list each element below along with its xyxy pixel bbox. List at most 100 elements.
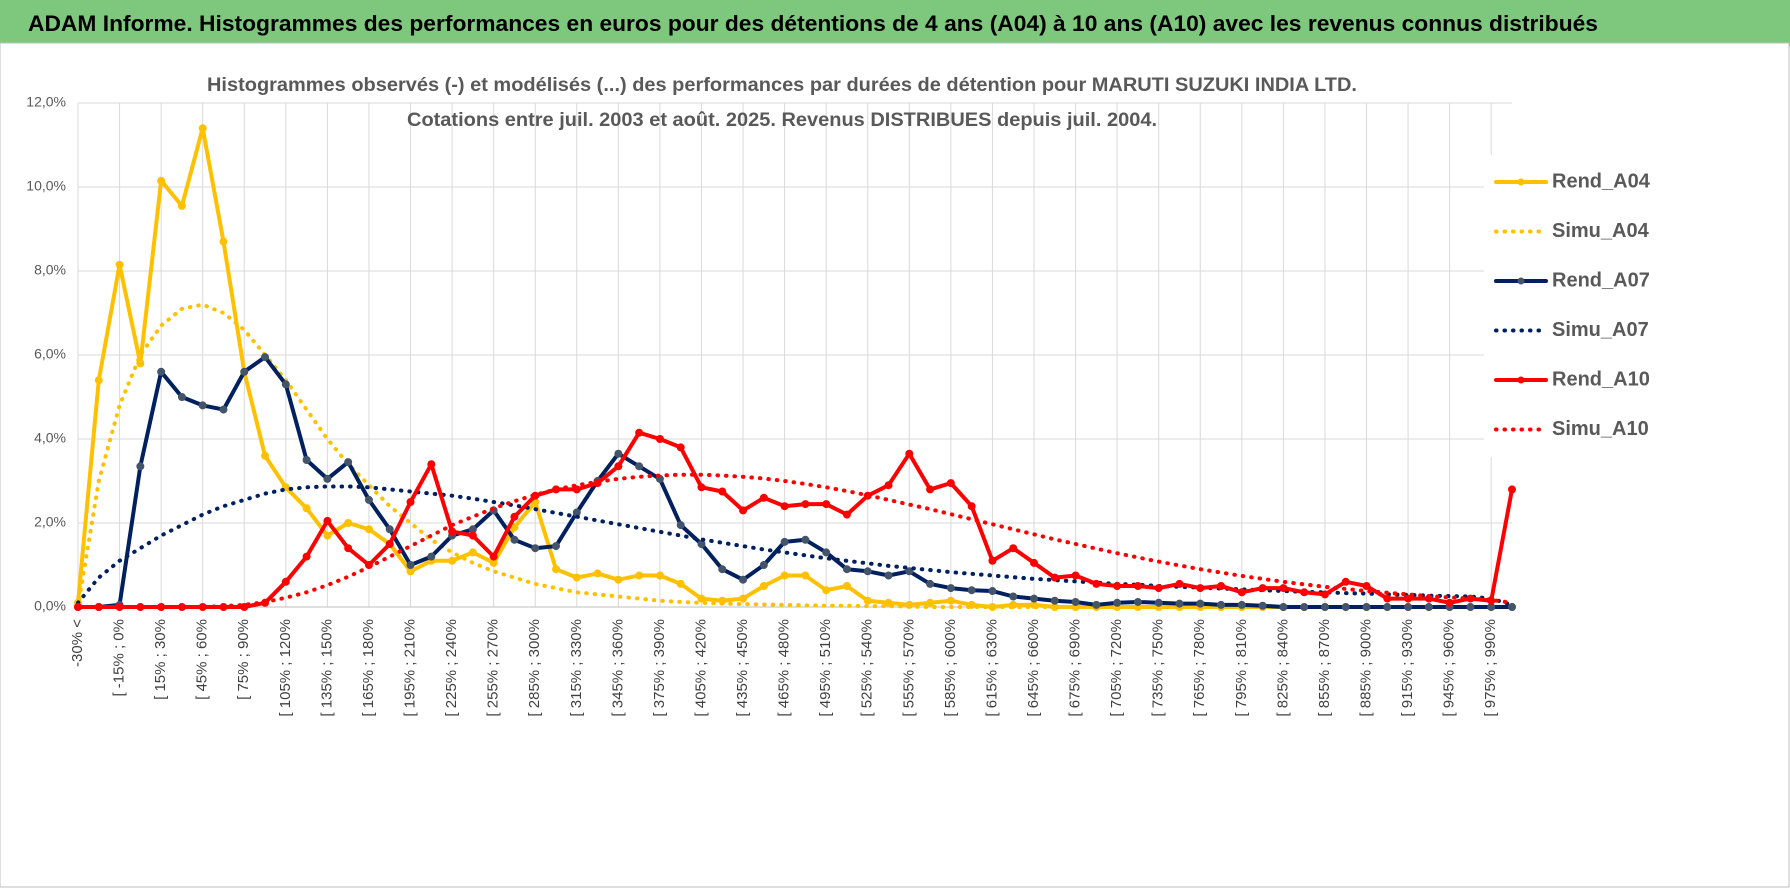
data-point: [676, 521, 685, 530]
data-point: [364, 495, 373, 504]
data-point: [1071, 571, 1080, 580]
data-point: [177, 201, 186, 210]
data-point: [1300, 588, 1309, 597]
data-point: [614, 462, 623, 471]
data-point: [1466, 603, 1475, 611]
data-point: [884, 481, 893, 490]
legend-marker: [1517, 178, 1525, 186]
data-point: [323, 531, 332, 540]
data-point: [905, 449, 914, 458]
data-point: [302, 552, 311, 561]
chart-title: Histogrammes observés (-) et modélisés (…: [207, 75, 1357, 96]
data-point: [1196, 599, 1205, 608]
data-point: [198, 124, 207, 133]
x-tick-label: [ 915% ; 930%: [1399, 619, 1416, 717]
data-point: [198, 401, 207, 410]
x-tick-label: [ 555% ; 570%: [900, 619, 917, 717]
data-point: [1050, 573, 1059, 582]
data-point: [676, 443, 685, 452]
data-point: [1113, 598, 1122, 607]
data-point: [302, 456, 311, 464]
x-tick-label: [ 495% ; 510%: [817, 619, 834, 717]
x-tick-label: [ 615% ; 630%: [983, 619, 1000, 717]
data-point: [1300, 603, 1309, 611]
legend-label: Rend_A04: [1552, 170, 1651, 192]
data-point: [468, 531, 477, 540]
data-point: [1341, 577, 1350, 586]
x-tick-label: [ 855% ; 870%: [1316, 619, 1333, 717]
data-point: [240, 367, 249, 376]
data-point: [1154, 584, 1163, 593]
data-point: [240, 603, 249, 611]
data-point: [759, 582, 768, 590]
data-point: [822, 586, 831, 595]
data-point: [946, 596, 955, 605]
data-point: [572, 485, 581, 494]
data-point: [1133, 582, 1142, 590]
data-point: [759, 561, 768, 569]
legend-label: Simu_A10: [1552, 418, 1649, 440]
data-point: [448, 527, 457, 536]
data-point: [1133, 597, 1142, 606]
x-tick-label: [ 75% ; 90%: [235, 619, 252, 700]
data-point: [1196, 584, 1205, 593]
x-tick-label: [ 165% ; 180%: [360, 619, 377, 717]
data-point: [1175, 599, 1184, 608]
data-point: [572, 573, 581, 582]
data-point: [1050, 596, 1059, 605]
data-point: [822, 548, 831, 557]
data-point: [1320, 590, 1329, 599]
data-point: [281, 380, 290, 389]
data-point: [1404, 603, 1413, 611]
x-tick-label: [ -15% ; 0%: [111, 619, 128, 697]
data-point: [842, 510, 851, 519]
x-tick-label: [ 315% ; 330%: [568, 619, 585, 717]
data-point: [1009, 544, 1018, 553]
legend-box: [1484, 155, 1664, 457]
x-tick-label: [ 645% ; 660%: [1025, 619, 1042, 717]
data-point: [801, 500, 810, 509]
y-tick-label: 12,0%: [26, 94, 66, 110]
x-tick-label: [ 255% ; 270%: [485, 619, 502, 717]
data-point: [177, 393, 186, 401]
data-point: [676, 579, 685, 588]
data-point: [1279, 584, 1288, 593]
data-point: [697, 483, 706, 492]
data-point: [635, 428, 644, 437]
data-point: [157, 367, 166, 376]
x-tick-label: [ 225% ; 240%: [443, 619, 460, 717]
data-point: [1237, 588, 1246, 597]
data-point: [1508, 603, 1516, 611]
header-bar: [0, 0, 1790, 46]
data-point: [344, 544, 353, 553]
data-point: [1071, 597, 1080, 606]
y-tick-label: 6,0%: [34, 346, 66, 362]
x-tick-label: [ 435% ; 450%: [734, 619, 751, 717]
data-point: [697, 594, 706, 603]
data-point: [905, 567, 914, 576]
x-tick-label: [ 825% ; 840%: [1274, 619, 1291, 717]
data-point: [219, 405, 228, 414]
data-point: [739, 594, 748, 603]
data-point: [406, 498, 415, 506]
data-point: [1092, 600, 1101, 609]
data-point: [1341, 603, 1350, 611]
data-point: [655, 571, 664, 580]
legend-marker: [1517, 376, 1525, 384]
data-point: [448, 556, 457, 565]
x-tick-label: [ 675% ; 690%: [1067, 619, 1084, 717]
data-point: [261, 451, 270, 460]
data-point: [1258, 601, 1267, 610]
series-line: [76, 484, 1514, 607]
data-point: [1113, 582, 1122, 590]
data-point: [261, 353, 270, 362]
data-point: [946, 479, 955, 488]
data-point: [1175, 579, 1184, 588]
data-point: [1445, 598, 1454, 607]
x-tick-label: [ 885% ; 900%: [1357, 619, 1374, 717]
data-point: [926, 579, 935, 588]
legend-label: Rend_A10: [1552, 368, 1650, 390]
data-point: [926, 485, 935, 494]
series-line: [76, 472, 1514, 609]
